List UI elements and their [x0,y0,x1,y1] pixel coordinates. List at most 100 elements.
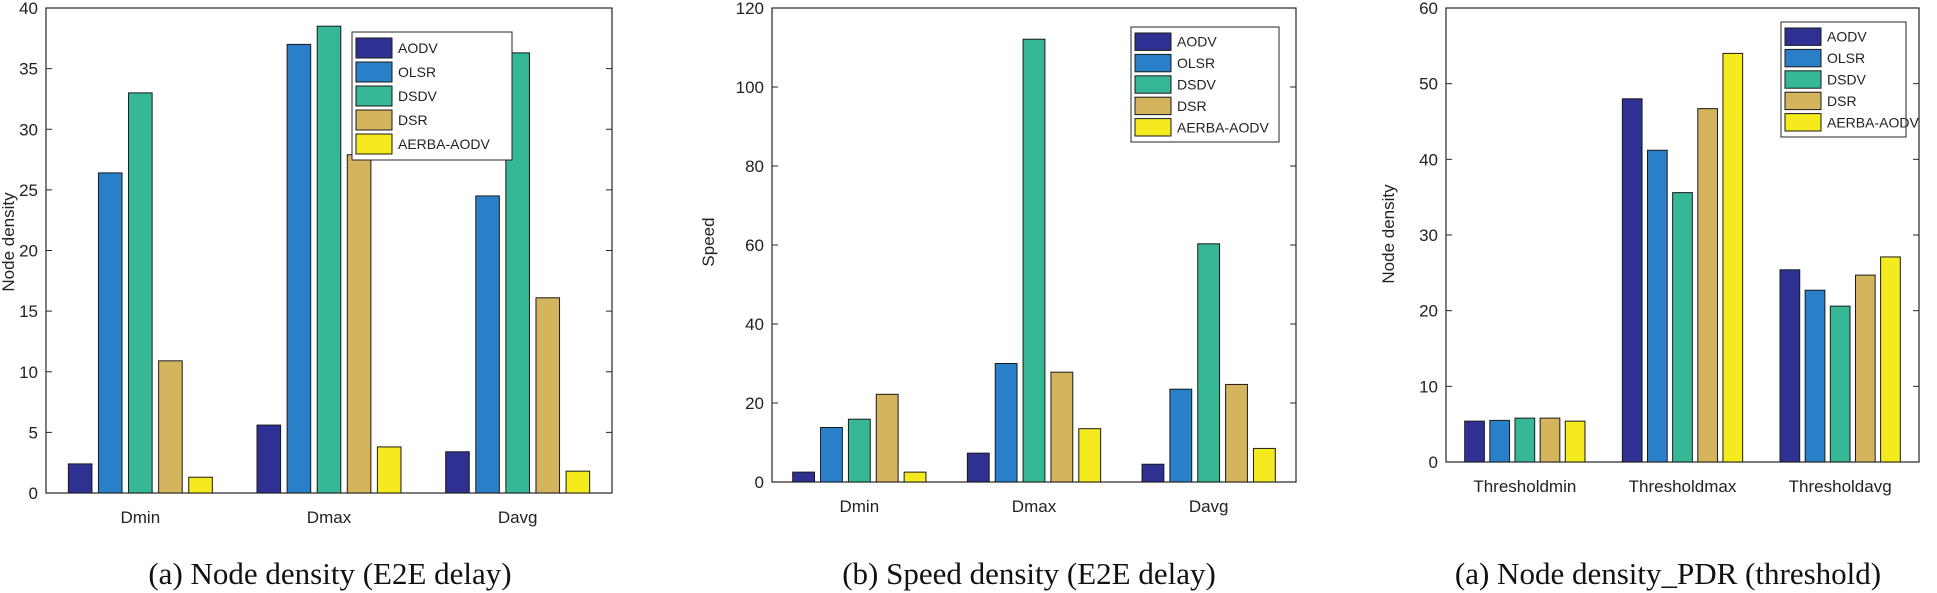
bar-olsr-davg [475,195,500,494]
bar-dsdv-thresholdavg [1829,305,1851,463]
y-tick-label: 40 [19,0,38,18]
bar-aodv-dmin [792,471,816,483]
bar-aodv-dmax [256,424,282,494]
y-tick-label: 10 [19,363,38,382]
legend-swatch-olsr [355,61,393,83]
bar-dsr-davg [535,297,561,494]
bar-aodv-davg [1141,463,1165,483]
legend-label-olsr: OLSR [398,64,436,80]
bar-aodv-thresholdmin [1464,420,1485,463]
bar-aerba-aodv-thresholdavg [1880,256,1901,463]
bar-aerba-aodv-thresholdmin [1564,420,1586,463]
bar-dsdv-dmin [847,418,871,483]
legend-label-aodv: AODV [1177,34,1217,50]
bar-dsr-dmax [1050,371,1074,483]
legend-label-dsr: DSR [1827,93,1857,109]
chart-panel-speed-density-e2e: 0 20 40 60 80 100 120 Dmin Dmax Davg AODV OLSR DSDV D… [699,0,1297,591]
bar-aerba-aodv-dmin [188,476,213,494]
y-tick-label: 80 [745,157,764,176]
bar-dsr-thresholdavg [1854,274,1876,463]
legend-swatch-dsdv [355,85,393,107]
chart-caption: (a) Node density (E2E delay) [148,556,511,591]
legend-label-aerba-aodv: AERBA-AODV [1177,119,1269,135]
y-tick-label: 40 [1419,150,1438,169]
bar-aerba-aodv-dmax [376,446,402,494]
x-tick-label-davg: Davg [498,508,538,527]
legend-label-aodv: AODV [398,40,438,56]
legend: AODV OLSR DSDV DSR AERBA-AODV [351,31,513,161]
y-tick-label: 35 [19,60,38,79]
bar-aodv-dmax [966,452,990,483]
bar-olsr-dmax [286,43,312,494]
bar-dsdv-thresholdmax [1672,192,1693,463]
y-tick-label: 40 [745,315,764,334]
y-tick-label: 0 [1429,453,1438,472]
bar-dsdv-dmax [316,25,342,494]
y-tick-label: 120 [736,0,764,18]
plot-area: 0 10 20 30 40 50 60 Thresholdmin Thresholdmax Thr… [1419,0,1920,496]
bar-dsdv-dmax [1022,38,1046,483]
legend-swatch-dsr [355,109,393,131]
y-axis-label: Node density [1379,184,1398,284]
y-tick-label: 60 [1419,0,1438,18]
legend: AODV OLSR DSDV DSR AERBA-AODV [1130,26,1280,143]
plot-area: 0 20 40 60 80 100 120 Dmin Dmax Davg AODV OLSR DSDV D… [736,0,1297,516]
x-tick-label-dmax: Dmax [1012,497,1057,516]
x-tick-label-thresholdavg: Thresholdavg [1789,477,1892,496]
x-tick-label-dmin: Dmin [120,508,160,527]
x-tick-label-thresholdmin: Thresholdmin [1473,477,1576,496]
legend-label-dsdv: DSDV [1827,72,1867,88]
y-tick-label: 20 [745,394,764,413]
legend-swatch-aodv [1134,32,1172,51]
legend-label-dsr: DSR [1177,98,1207,114]
bar-aerba-aodv-davg [565,470,591,494]
y-tick-label: 0 [755,473,764,492]
bar-aerba-aodv-dmin [903,471,927,483]
legend-swatch-olsr [1784,48,1822,68]
y-tick-label: 0 [29,484,38,503]
bar-olsr-davg [1169,388,1193,483]
bar-olsr-dmax [994,363,1018,483]
bar-aodv-thresholdmax [1621,98,1643,463]
legend-label-aerba-aodv: AERBA-AODV [1827,114,1919,130]
x-tick-label-dmax: Dmax [307,508,352,527]
y-tick-label: 30 [1419,226,1438,245]
plot-area: 0 5 10 15 20 25 30 35 40 Dmin Dmax Davg AODV OLSR DSDV… [19,0,613,527]
bar-dsr-thresholdmin [1539,417,1561,463]
bar-olsr-thresholdavg [1804,289,1826,463]
legend-label-dsr: DSR [398,112,428,128]
legend-swatch-olsr [1134,53,1172,73]
bar-aodv-davg [445,451,470,494]
y-tick-label: 20 [19,242,38,261]
y-tick-label: 5 [29,423,38,442]
legend-swatch-aerba-aodv [355,133,393,155]
y-tick-label: 15 [19,302,38,321]
bar-dsdv-dmin [128,92,153,494]
y-tick-label: 100 [736,78,764,97]
legend-swatch-aodv [1784,27,1822,46]
legend-swatch-dsr [1784,91,1822,111]
bar-dsr-dmin [875,393,899,483]
bar-aerba-aodv-davg [1252,447,1276,483]
chart-panel-node-density-e2e: 0 5 10 15 20 25 30 35 40 Dmin Dmax Davg AODV OLSR DSDV… [0,0,613,591]
legend-swatch-dsr [1134,96,1172,116]
legend-swatch-aerba-aodv [1134,118,1172,137]
legend-label-olsr: OLSR [1827,50,1865,66]
y-tick-label: 30 [19,120,38,139]
y-axis-label: Speed [699,217,718,266]
chart-caption: (b) Speed density (E2E delay) [842,556,1216,591]
bar-dsdv-thresholdmin [1514,417,1536,463]
legend-swatch-dsdv [1784,70,1822,89]
legend-label-olsr: OLSR [1177,55,1215,71]
bar-olsr-thresholdmax [1646,149,1668,463]
x-tick-label-dmin: Dmin [839,497,879,516]
legend-label-dsdv: DSDV [1177,77,1217,93]
legend: AODV OLSR DSDV DSR AERBA-AODV [1780,21,1919,138]
bar-dsdv-davg [1197,243,1221,483]
chart-panel-node-density-pdr: 0 10 20 30 40 50 60 Thresholdmin Thresholdmax Thr… [1379,0,1920,591]
y-tick-label: 10 [1419,377,1438,396]
bar-dsr-thresholdmax [1697,108,1719,463]
y-tick-label: 50 [1419,75,1438,94]
bar-olsr-thresholdmin [1489,419,1511,463]
bar-dsr-dmax [346,154,372,494]
